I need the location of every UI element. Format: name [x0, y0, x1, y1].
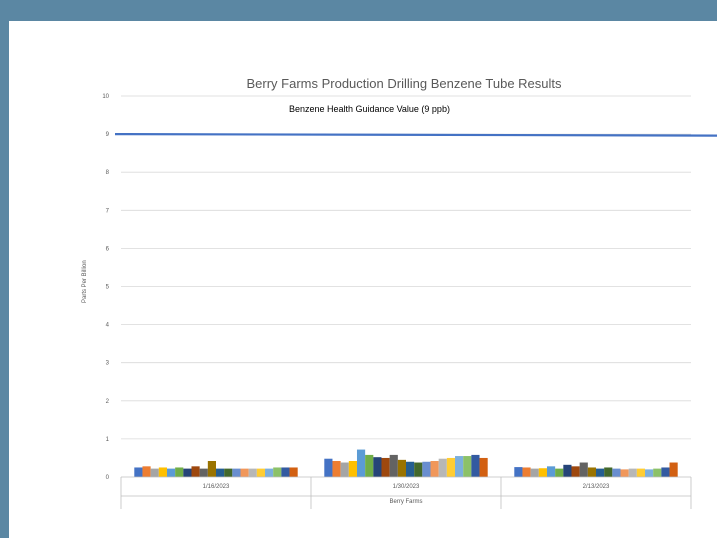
x-tick-label: 1/16/2023	[203, 484, 230, 490]
bar	[555, 468, 564, 477]
bar	[324, 458, 333, 477]
bar	[150, 468, 159, 477]
bar	[546, 466, 556, 477]
bar	[216, 468, 225, 477]
bar	[438, 458, 447, 477]
bar	[256, 468, 266, 477]
bar	[273, 467, 282, 477]
bar	[381, 457, 390, 477]
bar	[579, 462, 588, 477]
bar	[514, 467, 523, 477]
bar	[158, 467, 167, 477]
bar	[232, 468, 241, 477]
bar	[199, 468, 208, 477]
y-tick-label: 5	[106, 285, 110, 291]
bar	[604, 467, 613, 477]
bar	[538, 468, 547, 477]
y-axis-label: Parts Per Billion	[82, 260, 88, 303]
bar	[645, 469, 654, 477]
bar	[406, 461, 415, 477]
bar	[207, 460, 216, 477]
bar	[620, 469, 629, 477]
bar	[240, 468, 249, 477]
y-tick-label: 4	[106, 323, 110, 329]
bar	[522, 467, 531, 477]
bar	[365, 454, 374, 477]
bar	[571, 466, 580, 477]
bar	[389, 454, 398, 477]
bar	[587, 467, 596, 477]
bar	[661, 467, 670, 477]
bar	[142, 466, 151, 477]
bar	[289, 467, 298, 477]
guidance-value-line	[114, 133, 717, 137]
bar	[446, 457, 456, 477]
x-tick-label: 2/13/2023	[583, 484, 610, 490]
bar	[612, 468, 621, 477]
bar	[332, 460, 341, 477]
chart-frame: 0 1 2 3 4 5 6 7 8 9 10 1/16/2023 1/30/2023 2/13/2023 …	[9, 21, 717, 538]
bar	[183, 468, 192, 477]
chart-title: Berry Farms Production Drilling Benzene …	[246, 76, 562, 91]
bar	[397, 459, 406, 477]
bar	[224, 468, 233, 477]
bar	[463, 456, 472, 477]
y-tick-label: 9	[106, 132, 110, 138]
y-tick-label: 6	[106, 246, 110, 252]
bar	[281, 467, 290, 477]
bar	[356, 449, 366, 477]
bar	[636, 468, 646, 477]
bar	[563, 464, 572, 477]
bar	[471, 454, 480, 477]
bar	[455, 456, 464, 477]
bar	[422, 461, 431, 477]
guidance-value-label: Benzene Health Guidance Value (9 ppb)	[289, 104, 450, 114]
bar	[669, 462, 678, 477]
y-tick-label: 3	[106, 361, 110, 367]
bar	[191, 466, 200, 477]
bar	[628, 468, 637, 477]
bar	[530, 468, 539, 477]
chart-plot: 0 1 2 3 4 5 6 7 8 9 10 1/16/2023 1/30/2023 2/13/2023	[102, 94, 717, 509]
y-tick-label: 0	[106, 475, 110, 481]
bar	[430, 460, 439, 477]
y-tick-label: 10	[102, 94, 109, 100]
bar	[340, 462, 349, 477]
bar	[134, 467, 143, 477]
bar	[479, 457, 488, 477]
bar	[373, 457, 382, 477]
y-tick-label: 1	[106, 437, 110, 443]
bar	[265, 468, 274, 477]
x-tick-label: 1/30/2023	[393, 484, 420, 490]
bar	[175, 467, 184, 477]
bar	[596, 468, 605, 477]
bar	[348, 460, 357, 477]
bar	[166, 468, 176, 477]
bar	[414, 462, 423, 477]
y-tick-label: 2	[106, 399, 110, 405]
x-axis-label: Berry Farms	[389, 499, 423, 505]
y-tick-label: 7	[106, 208, 110, 214]
bar	[653, 468, 662, 477]
y-tick-label: 8	[106, 170, 110, 176]
bar	[248, 468, 257, 477]
